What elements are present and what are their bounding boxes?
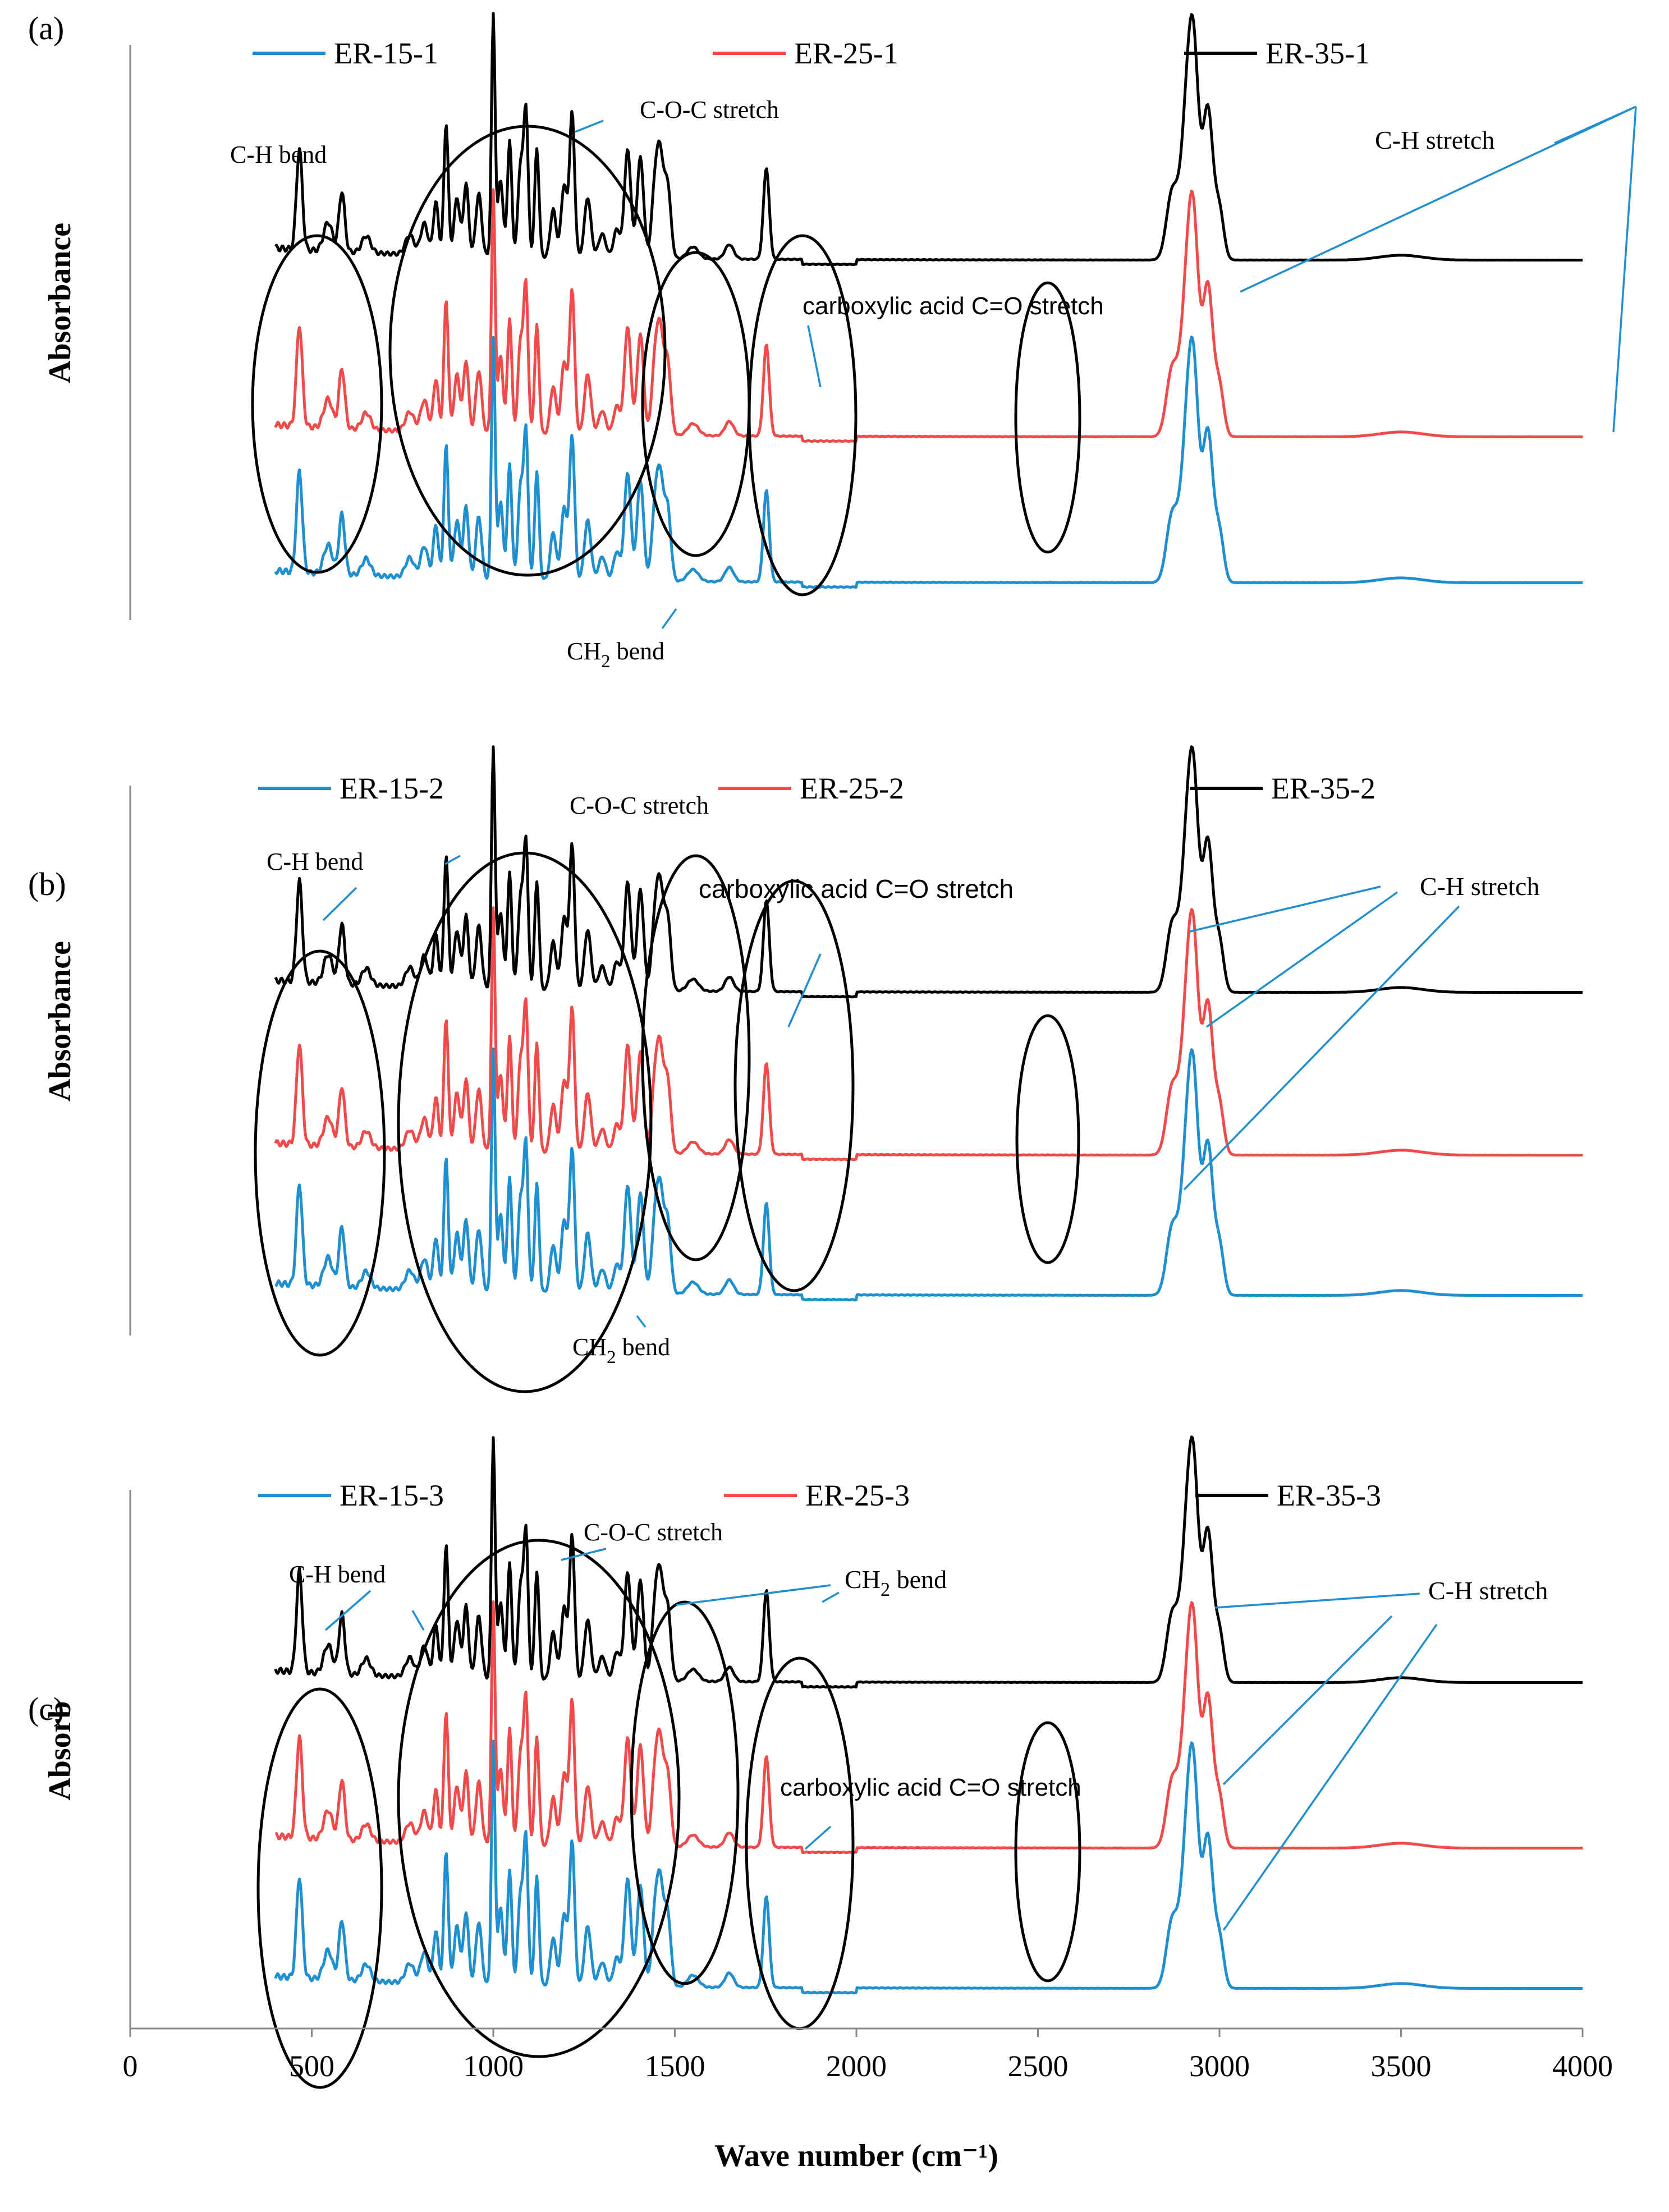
legend-label-ER-15-2: ER-15-2 bbox=[340, 772, 444, 805]
annotation-label: CH2 bend bbox=[572, 1333, 670, 1367]
annotation-leader-5 bbox=[1205, 891, 1399, 1028]
legend-label-ER-35-1: ER-35-1 bbox=[1265, 36, 1370, 70]
chart-panel-3: (c)Absorb ER-15-3 ER-25-3 ER-35-3 C-H bend C-… bbox=[28, 1435, 1583, 2089]
x-axis-label: Wave number (cm⁻¹) bbox=[714, 2138, 998, 2173]
annotation-leader-6 bbox=[1214, 1593, 1420, 1609]
panel-label: (b) bbox=[28, 866, 66, 902]
y-axis-label: Absorbance bbox=[43, 941, 77, 1102]
series-line-ER-15-2 bbox=[274, 1047, 1583, 1302]
annotation-leader-3 bbox=[787, 953, 822, 1027]
annotation-label: C-H bend bbox=[289, 1561, 386, 1588]
annotation-label: C-H bend bbox=[267, 848, 363, 875]
band-ellipse-1 bbox=[251, 234, 383, 574]
annotation-leader-7 bbox=[1222, 1615, 1393, 1786]
y-axis-label: Absorb bbox=[43, 1701, 77, 1800]
legend-label-ER-25-3: ER-25-3 bbox=[805, 1479, 910, 1512]
annotation-label: C-O-C stretch bbox=[640, 96, 779, 123]
chart-panel-1: (a) Absorbance ER-15-1 ER-25-1 ER-35-1 C-H be… bbox=[28, 10, 1637, 672]
band-ellipse-1 bbox=[254, 949, 386, 1357]
annotation-leader-5 bbox=[807, 325, 822, 388]
band-ellipse-2 bbox=[388, 125, 667, 577]
x-axis: 0 500 1000 1500 2000 2500 3000 3500 4000 Wave num… bbox=[123, 2027, 1613, 2173]
series-line-ER-25-3 bbox=[275, 1600, 1583, 1855]
annotation-leader-1 bbox=[324, 1590, 372, 1631]
annotation-leader-4 bbox=[1189, 885, 1381, 933]
legend-label-ER-35-3: ER-35-3 bbox=[1277, 1479, 1381, 1512]
annotation-label: CH2 bend bbox=[567, 637, 664, 672]
band-ellipse-4 bbox=[733, 879, 855, 1292]
annotation-leader-1 bbox=[322, 887, 357, 921]
legend-label-ER-15-1: ER-15-1 bbox=[334, 36, 438, 70]
y-axis-label: Absorbance bbox=[43, 223, 77, 383]
x-tick-label: 0 bbox=[123, 2049, 138, 2083]
annotation-leader-4 bbox=[1240, 105, 1636, 293]
band-ellipse-3 bbox=[641, 251, 751, 557]
annotation-label: C-H bend bbox=[230, 141, 327, 168]
annotation-label: carboxylic acid C=O stretch bbox=[699, 874, 1014, 903]
panel-label: (a) bbox=[28, 10, 64, 47]
annotation-leader-3 bbox=[1612, 106, 1637, 433]
annotation-label: C-O-C stretch bbox=[584, 1518, 723, 1546]
band-ellipse-3 bbox=[641, 854, 751, 1261]
x-tick-label: 2000 bbox=[826, 2049, 887, 2083]
series-line-ER-25-2 bbox=[274, 906, 1583, 1162]
annotation-label: CH2 bend bbox=[845, 1565, 947, 1600]
annotation-leader-2 bbox=[411, 1610, 425, 1631]
annotation-label: C-H stretch bbox=[1428, 1576, 1548, 1605]
band-ellipse-1 bbox=[256, 1687, 383, 2089]
annotation-leader-8 bbox=[1222, 1623, 1438, 1931]
annotation-leader-2 bbox=[444, 855, 461, 865]
legend-label-ER-25-1: ER-25-1 bbox=[794, 36, 898, 70]
series-line-ER-35-2 bbox=[274, 745, 1583, 999]
annotation-label: C-H stretch bbox=[1375, 126, 1494, 154]
band-ellipse-2 bbox=[397, 851, 653, 1393]
annotation-leader-5 bbox=[822, 1591, 840, 1603]
x-tick-label: 3000 bbox=[1189, 2049, 1250, 2083]
annotation-leader-6 bbox=[1183, 905, 1460, 1191]
annotation-leader-1 bbox=[575, 120, 604, 133]
panel-label: (c) bbox=[28, 1691, 64, 1727]
band-ellipse-5 bbox=[1014, 1721, 1081, 1982]
series-line-ER-25-1 bbox=[274, 188, 1583, 443]
legend-label-ER-35-2: ER-35-2 bbox=[1271, 772, 1375, 805]
band-ellipse-4 bbox=[745, 1656, 855, 2030]
annotation-leader-6 bbox=[661, 608, 677, 630]
band-ellipse-4 bbox=[748, 234, 858, 596]
legend-label-ER-15-3: ER-15-3 bbox=[340, 1479, 444, 1512]
annotation-leader-9 bbox=[804, 1825, 832, 1850]
band-ellipse-3 bbox=[630, 1600, 740, 1985]
legend-label-ER-25-2: ER-25-2 bbox=[800, 772, 904, 805]
series-line-ER-15-1 bbox=[274, 336, 1583, 589]
annotation-label: carboxylic acid C=O stretch bbox=[803, 292, 1104, 320]
chart-panel-2: (b) Absorbance ER-15-2 ER-25-2 ER-35-2 C-H be… bbox=[28, 745, 1583, 1393]
band-ellipse-5 bbox=[1015, 1014, 1080, 1264]
band-ellipse-5 bbox=[1014, 281, 1081, 554]
x-tick-label: 500 bbox=[289, 2049, 334, 2083]
annotation-label: C-O-C stretch bbox=[570, 792, 709, 819]
x-tick-label: 4000 bbox=[1552, 2049, 1613, 2083]
annotation-leader-3 bbox=[561, 1548, 607, 1561]
x-tick-label: 1500 bbox=[645, 2049, 705, 2083]
annotation-leader-4 bbox=[676, 1584, 831, 1606]
annotation-label: C-H stretch bbox=[1420, 872, 1539, 901]
x-tick-label: 2500 bbox=[1008, 2049, 1069, 2083]
series-line-ER-35-3 bbox=[274, 1435, 1583, 1689]
x-tick-label: 3500 bbox=[1371, 2049, 1432, 2083]
annotation-leader-7 bbox=[636, 1315, 646, 1328]
annotation-label: carboxylic acid C=O stretch bbox=[780, 1774, 1081, 1801]
series-line-ER-35-1 bbox=[274, 12, 1583, 267]
series-line-ER-15-3 bbox=[274, 1740, 1583, 1995]
x-tick-label: 1000 bbox=[463, 2049, 524, 2083]
band-ellipse-2 bbox=[397, 1539, 681, 2058]
